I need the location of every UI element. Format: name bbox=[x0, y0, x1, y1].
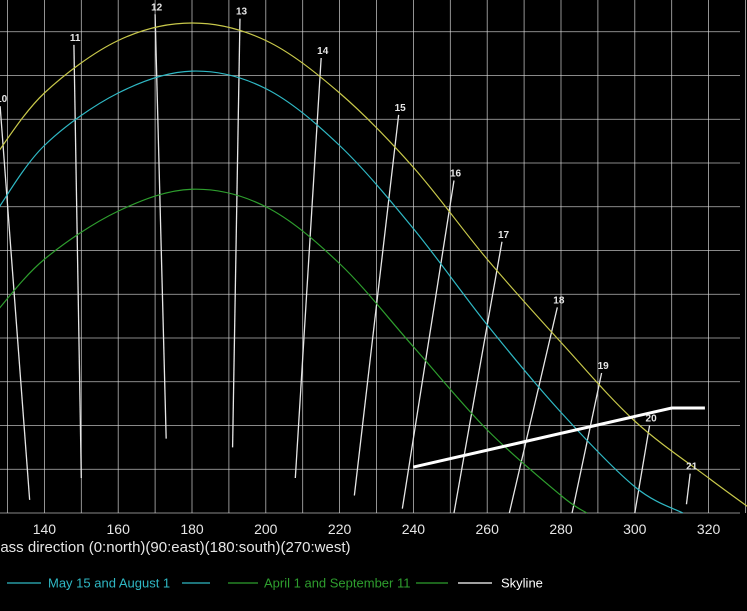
x-tick-label-160: 160 bbox=[107, 521, 131, 537]
hour-line-13 bbox=[231, 18, 241, 448]
x-tick-label-320: 320 bbox=[697, 521, 721, 537]
hour-line-12 bbox=[154, 14, 167, 439]
legend: May 15 and August 1 April 1 and September… bbox=[7, 576, 543, 591]
hour-line-17 bbox=[453, 241, 503, 514]
series-line-skyline bbox=[413, 406, 705, 469]
hour-line-19 bbox=[571, 372, 603, 514]
series-line-may_aug bbox=[0, 70, 684, 514]
x-tick-label-280: 280 bbox=[549, 521, 573, 537]
legend-label-may_aug: May 15 and August 1 bbox=[48, 576, 170, 591]
hour-label-18: 18 bbox=[553, 295, 565, 306]
hour-label-13: 13 bbox=[236, 7, 248, 18]
grid bbox=[0, 0, 746, 514]
x-tick-label-260: 260 bbox=[476, 521, 500, 537]
x-tick-label-140: 140 bbox=[33, 521, 57, 537]
legend-label-apr_sep: April 1 and September 11 bbox=[264, 576, 410, 591]
x-tick-label-300: 300 bbox=[623, 521, 647, 537]
hour-lines bbox=[0, 14, 691, 514]
hour-label-16: 16 bbox=[450, 169, 462, 180]
series-lines bbox=[0, 22, 747, 514]
series-line-summer bbox=[0, 22, 747, 507]
hour-line-16 bbox=[401, 180, 455, 509]
x-tick-labels: 140 160 180 200 220 240 260 280 300 320 bbox=[33, 521, 721, 537]
hour-label-17: 17 bbox=[498, 230, 510, 241]
hour-line-11 bbox=[73, 44, 82, 479]
hour-label-15: 15 bbox=[395, 103, 407, 114]
x-tick-label-220: 220 bbox=[328, 521, 352, 537]
hour-label-19: 19 bbox=[598, 361, 610, 372]
hour-label-20: 20 bbox=[646, 414, 658, 425]
hour-label-21: 21 bbox=[686, 462, 698, 473]
series-line-apr_sep bbox=[0, 188, 588, 514]
hour-line-14 bbox=[294, 57, 322, 479]
hour-line-15 bbox=[353, 114, 400, 496]
x-tick-label-240: 240 bbox=[402, 521, 426, 537]
x-tick-label-180: 180 bbox=[180, 521, 204, 537]
hour-label-14: 14 bbox=[317, 46, 329, 57]
hour-line-18 bbox=[508, 307, 558, 514]
hour-line-10 bbox=[0, 106, 31, 500]
hour-label-12: 12 bbox=[151, 2, 163, 13]
legend-label-skyline: Skyline bbox=[501, 576, 543, 591]
hour-labels: 10 11 12 13 14 15 16 17 18 19 20 21 bbox=[0, 2, 698, 472]
hour-line-21 bbox=[685, 473, 691, 505]
x-axis-label: pass direction (0:north)(90:east)(180:so… bbox=[0, 539, 351, 556]
hour-label-10: 10 bbox=[0, 94, 8, 105]
x-tick-label-200: 200 bbox=[254, 521, 278, 537]
hour-line-20 bbox=[634, 425, 651, 514]
hour-label-11: 11 bbox=[70, 33, 81, 44]
